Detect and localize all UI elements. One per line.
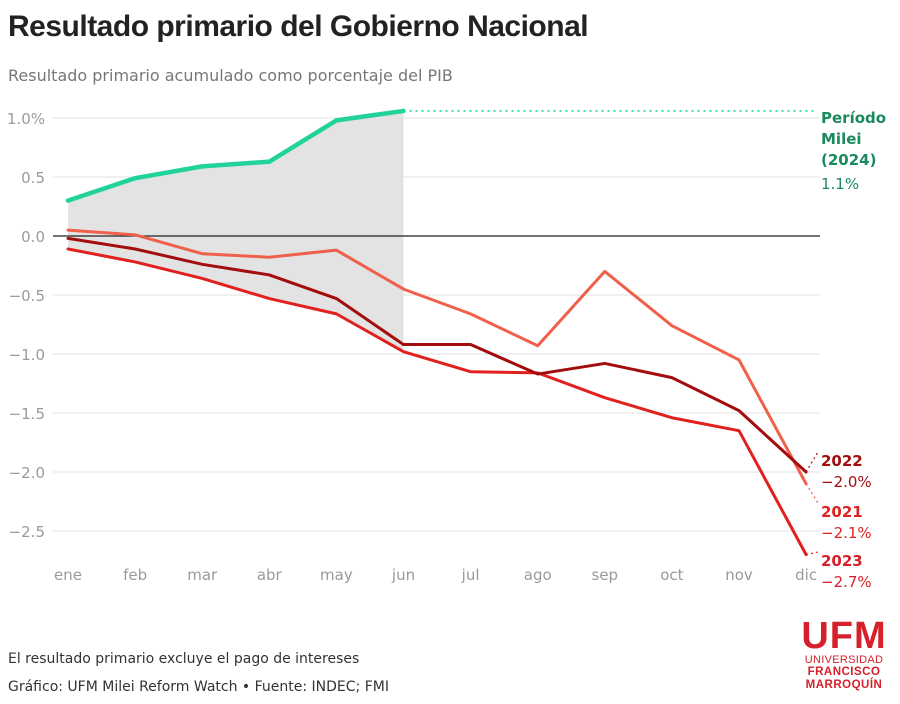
shaded-region [68,110,404,352]
ufm-logo: UFM UNIVERSIDAD FRANCISCO MARROQUÍN [796,615,892,692]
logo-acronym: UFM [801,615,887,657]
y-tick-label: −2.5 [9,523,45,541]
x-tick-label: jun [391,566,415,584]
leader-line-2023 [805,551,819,556]
y-tick-label: −2.0 [9,464,45,482]
x-tick-label: ene [54,566,82,584]
series-line-2021 [66,228,808,486]
x-tick-label: feb [123,566,147,584]
y-tick-label: 0.0 [21,228,45,246]
y-tick-label: −0.5 [9,287,45,305]
shaded-area [68,110,404,352]
series-label-2021: 2021 [821,503,863,521]
x-tick-label: ago [524,566,552,584]
series-line-2024 [65,108,406,203]
series-value-2023: −2.7% [821,573,872,591]
x-axis-ticks: ene feb mar abr may jun jul ago sep oct nov dic [54,566,817,584]
x-tick-label: mar [187,566,218,584]
leader-line-2022 [805,451,819,473]
footer-note: El resultado primario excluye el pago de… [8,651,360,667]
series-value-2024: 1.1% [821,175,859,193]
series-line-2022 [66,236,808,474]
x-tick-label: sep [592,566,619,584]
gridlines [53,117,820,532]
series-value-2022: −2.0% [821,473,872,491]
logo-line-3: MARROQUÍN [805,679,883,691]
x-tick-label: dic [795,566,817,584]
y-axis-ticks: 1.0% 0.5 0.0 −0.5 −1.0 −1.5 −2.0 −2.5 [7,110,45,541]
chart-subtitle: Resultado primario acumulado como porcen… [8,66,453,85]
series-label-2024: Milei [821,130,862,148]
logo-line-2: FRANCISCO [807,666,881,678]
leader-line-2021 [805,483,819,504]
chart-title: Resultado primario del Gobierno Nacional [8,10,589,43]
series-label-2023: 2023 [821,552,863,570]
series-label-2022: 2022 [821,452,863,470]
footer-source: Gráfico: UFM Milei Reform Watch • Fuente… [8,679,389,695]
y-tick-label: −1.0 [9,346,45,364]
series-label-2024: (2024) [821,151,876,169]
series-labels: Período Milei (2024) 1.1% 2021 −2.1% 2022 −2.0%… [403,109,886,591]
logo-line-1: UNIVERSIDAD [804,654,884,666]
x-tick-label: nov [725,566,753,584]
x-tick-label: may [320,566,353,584]
x-tick-label: abr [257,566,283,584]
x-tick-label: jul [461,566,480,584]
y-tick-label: −1.5 [9,405,45,423]
series-value-2021: −2.1% [821,524,872,542]
x-tick-label: oct [660,566,683,584]
y-tick-label: 1.0% [7,110,45,128]
y-tick-label: 0.5 [21,169,45,187]
series-lines [65,108,808,557]
series-line-2023 [66,247,808,557]
series-label-2024: Período [821,109,886,127]
